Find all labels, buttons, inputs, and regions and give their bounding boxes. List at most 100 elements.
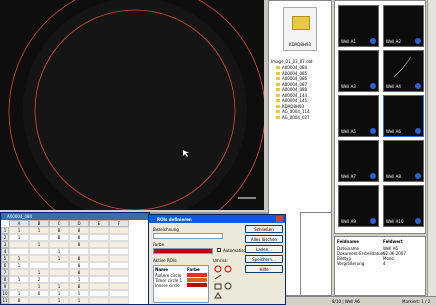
thumbnail[interactable]: Well A5 bbox=[338, 95, 379, 137]
thumbnail[interactable]: Well A1 bbox=[338, 5, 379, 47]
cell[interactable]: 8 bbox=[9, 297, 29, 304]
cell[interactable] bbox=[109, 227, 129, 234]
cell[interactable] bbox=[109, 269, 129, 276]
tree-item[interactable]: A00004_088 bbox=[282, 87, 307, 92]
dialog-button[interactable]: Speichern... bbox=[245, 255, 283, 263]
cell[interactable] bbox=[109, 283, 129, 290]
row-header[interactable]: 2 bbox=[1, 234, 9, 241]
cell[interactable]: 1 bbox=[9, 255, 29, 262]
cell[interactable]: 1 bbox=[29, 241, 49, 248]
tree-root[interactable]: Image_01_03_07.dat bbox=[271, 59, 313, 64]
cell[interactable] bbox=[49, 269, 69, 276]
cell[interactable] bbox=[89, 297, 109, 304]
cell[interactable] bbox=[109, 262, 129, 269]
tree-item[interactable]: AG_0004_114 bbox=[282, 109, 310, 114]
cell[interactable]: 1 bbox=[49, 255, 69, 262]
tool-line[interactable] bbox=[215, 275, 221, 279]
cell[interactable] bbox=[29, 234, 49, 241]
row-header[interactable]: 11 bbox=[1, 297, 9, 304]
cell[interactable]: 8 bbox=[69, 227, 89, 234]
cell[interactable] bbox=[89, 227, 109, 234]
cell[interactable] bbox=[49, 276, 69, 283]
list-item[interactable]: Innere circle bbox=[155, 283, 180, 288]
row-header[interactable]: 9 bbox=[1, 283, 9, 290]
tree-item[interactable]: A00004_087 bbox=[282, 82, 307, 87]
tool-circle[interactable] bbox=[215, 266, 221, 272]
cell[interactable] bbox=[9, 248, 29, 255]
cell[interactable] bbox=[9, 269, 29, 276]
thumbnail[interactable]: Well A4 bbox=[383, 50, 424, 92]
folder-item[interactable]: KDAQ8H93 bbox=[283, 7, 317, 51]
cell[interactable] bbox=[109, 234, 129, 241]
thumbnail[interactable]: Well A8 bbox=[383, 140, 424, 182]
cell[interactable]: 8 bbox=[69, 269, 89, 276]
cell[interactable] bbox=[49, 262, 69, 269]
cell[interactable]: 1 bbox=[9, 276, 29, 283]
thumbnail[interactable]: Well A9 bbox=[338, 185, 379, 227]
cell[interactable]: 1 bbox=[49, 248, 69, 255]
column-header[interactable]: E bbox=[89, 220, 109, 227]
cell[interactable]: 1 bbox=[29, 283, 49, 290]
cell[interactable]: B bbox=[49, 234, 69, 241]
dialog-button[interactable]: Alles löschen bbox=[245, 235, 283, 243]
thumbnail[interactable]: Well A10 bbox=[383, 185, 424, 227]
cell[interactable] bbox=[109, 248, 129, 255]
thumbnail[interactable]: Well A3 bbox=[338, 50, 379, 92]
close-button[interactable] bbox=[276, 216, 283, 222]
cell[interactable]: 1 bbox=[69, 290, 89, 297]
name-input[interactable] bbox=[153, 233, 223, 239]
cell[interactable] bbox=[89, 262, 109, 269]
column-header[interactable]: B bbox=[29, 220, 49, 227]
thumbnail[interactable]: Well A6 bbox=[383, 95, 424, 137]
cell[interactable] bbox=[109, 255, 129, 262]
cell[interactable]: 1 bbox=[49, 290, 69, 297]
cell[interactable]: 1 bbox=[9, 290, 29, 297]
cell[interactable]: 1 bbox=[29, 269, 49, 276]
cell[interactable] bbox=[89, 255, 109, 262]
cell[interactable]: 8 bbox=[69, 255, 89, 262]
cell[interactable]: 1 bbox=[9, 262, 29, 269]
cell[interactable] bbox=[9, 283, 29, 290]
color-picker[interactable] bbox=[153, 248, 213, 254]
cell[interactable]: 1 bbox=[49, 297, 69, 304]
column-header[interactable]: C bbox=[49, 220, 69, 227]
cell[interactable]: 1 bbox=[9, 227, 29, 234]
cell[interactable]: 1 bbox=[49, 283, 69, 290]
cell[interactable] bbox=[29, 248, 49, 255]
tree-item[interactable]: A00004_084 bbox=[282, 65, 307, 70]
cell[interactable] bbox=[9, 241, 29, 248]
row-header[interactable]: 3 bbox=[1, 241, 9, 248]
tree-item[interactable]: A00004_085 bbox=[282, 71, 307, 76]
column-header[interactable]: F bbox=[109, 220, 129, 227]
column-header[interactable]: A bbox=[9, 220, 29, 227]
tree-item[interactable]: AG_0004_027 bbox=[282, 115, 310, 120]
cell[interactable]: 8 bbox=[69, 262, 89, 269]
dialog-button[interactable]: Hilfe bbox=[245, 265, 283, 273]
thumbnail[interactable]: Well A7 bbox=[338, 140, 379, 182]
cell[interactable]: 8 bbox=[69, 241, 89, 248]
tool-ellipse[interactable] bbox=[225, 283, 231, 289]
cell[interactable] bbox=[109, 297, 129, 304]
auto-checkbox[interactable] bbox=[217, 248, 221, 252]
tree-item[interactable]: A00004_086 bbox=[282, 76, 307, 81]
row-header[interactable]: 10 bbox=[1, 290, 9, 297]
tool-rect[interactable] bbox=[215, 284, 221, 289]
cell[interactable] bbox=[29, 255, 49, 262]
dialog-button[interactable]: Laden... bbox=[245, 245, 283, 253]
cell[interactable]: 1 bbox=[9, 234, 29, 241]
cell[interactable] bbox=[89, 248, 109, 255]
tool-poly[interactable] bbox=[215, 293, 221, 298]
cell[interactable]: 0 bbox=[29, 290, 49, 297]
tool-circle-2[interactable] bbox=[225, 266, 231, 272]
cell[interactable]: B bbox=[49, 227, 69, 234]
cell[interactable] bbox=[69, 248, 89, 255]
cell[interactable] bbox=[89, 276, 109, 283]
cell[interactable]: 8 bbox=[69, 234, 89, 241]
cell[interactable] bbox=[89, 283, 109, 290]
row-header[interactable]: 5 bbox=[1, 255, 9, 262]
column-header[interactable]: D bbox=[69, 220, 89, 227]
tree-item[interactable]: A00004_144 bbox=[282, 93, 307, 98]
cell[interactable] bbox=[29, 297, 49, 304]
cell[interactable] bbox=[89, 241, 109, 248]
cell[interactable] bbox=[109, 276, 129, 283]
